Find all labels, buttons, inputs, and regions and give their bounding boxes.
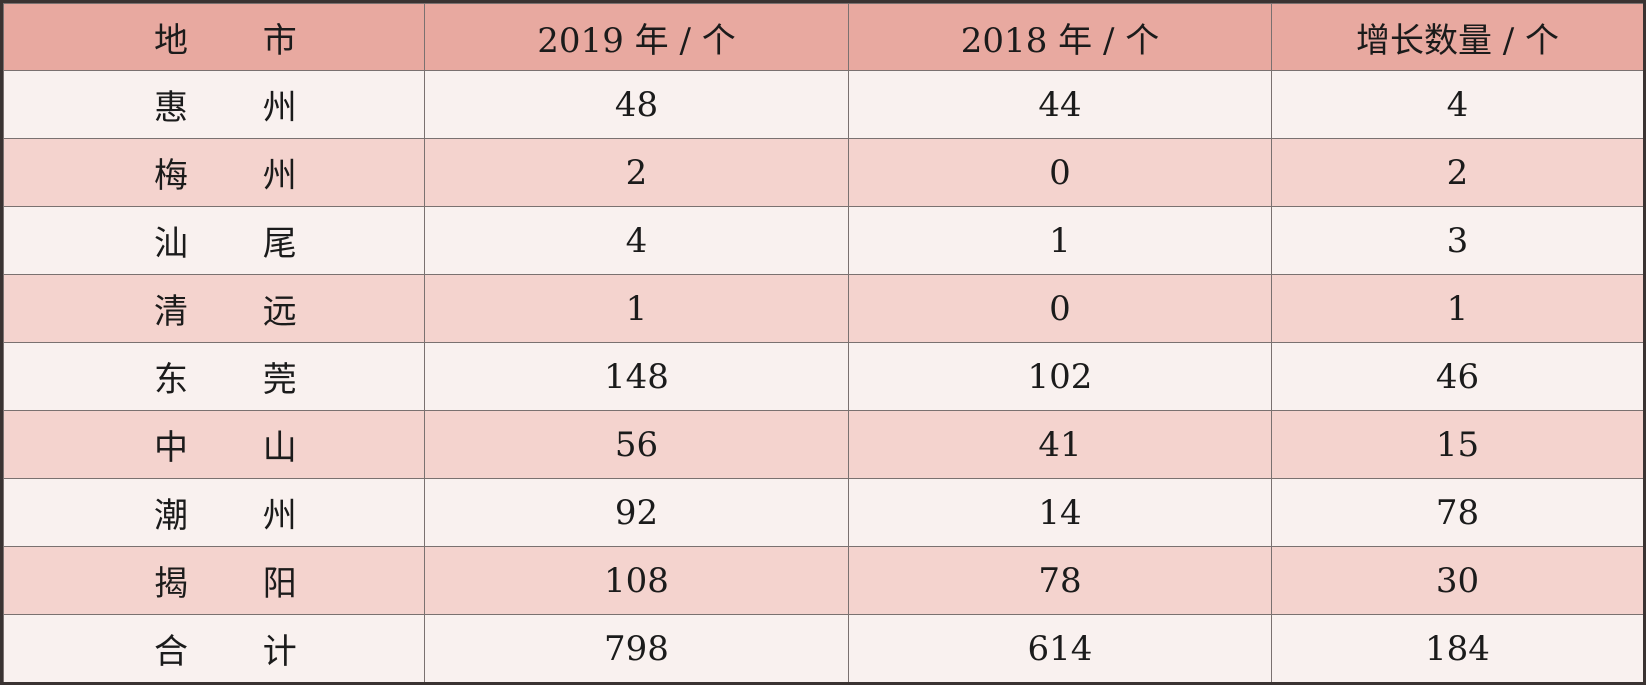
cell-growth: 30: [1271, 546, 1643, 615]
cell-city: 惠 州: [3, 70, 425, 139]
cell-2018: 0: [848, 138, 1272, 207]
cell-growth: 78: [1271, 478, 1643, 547]
cell-city: 清 远: [3, 274, 425, 343]
cell-2019: 92: [424, 478, 849, 547]
cell-2018: 102: [848, 342, 1272, 411]
cell-city: 汕 尾: [3, 206, 425, 275]
cell-2018: 78: [848, 546, 1272, 615]
cell-2018: 41: [848, 410, 1272, 479]
header-2019: 2019 年 / 个: [424, 3, 849, 71]
cell-total-label: 合 计: [3, 614, 425, 682]
cell-2018: 44: [848, 70, 1272, 139]
table-row: 揭 阳 108 78 30: [3, 546, 1643, 615]
cell-2018: 14: [848, 478, 1272, 547]
cell-city: 梅 州: [3, 138, 425, 207]
header-2018: 2018 年 / 个: [848, 3, 1272, 71]
cell-growth: 2: [1271, 138, 1643, 207]
cell-total-2018: 614: [848, 614, 1272, 682]
cell-2019: 48: [424, 70, 849, 139]
cell-city: 东 莞: [3, 342, 425, 411]
cell-2019: 148: [424, 342, 849, 411]
cell-2019: 4: [424, 206, 849, 275]
cell-growth: 1: [1271, 274, 1643, 343]
cell-2019: 108: [424, 546, 849, 615]
table-total-row: 合 计 798 614 184: [3, 614, 1643, 682]
table-row: 惠 州 48 44 4: [3, 70, 1643, 139]
city-growth-table: 地 市 2019 年 / 个 2018 年 / 个 增长数量 / 个 惠 州 4…: [3, 3, 1643, 682]
table-row: 东 莞 148 102 46: [3, 342, 1643, 411]
header-city: 地 市: [3, 3, 425, 71]
table-header-row: 地 市 2019 年 / 个 2018 年 / 个 增长数量 / 个: [3, 3, 1643, 71]
cell-2018: 1: [848, 206, 1272, 275]
cell-city: 揭 阳: [3, 546, 425, 615]
cell-2019: 1: [424, 274, 849, 343]
cell-total-growth: 184: [1271, 614, 1643, 682]
cell-city: 中 山: [3, 410, 425, 479]
table-row: 清 远 1 0 1: [3, 274, 1643, 343]
cell-2019: 2: [424, 138, 849, 207]
cell-growth: 3: [1271, 206, 1643, 275]
cell-growth: 15: [1271, 410, 1643, 479]
cell-total-2019: 798: [424, 614, 849, 682]
cell-2018: 0: [848, 274, 1272, 343]
table-row: 中 山 56 41 15: [3, 410, 1643, 479]
cell-city: 潮 州: [3, 478, 425, 547]
cell-2019: 56: [424, 410, 849, 479]
cell-growth: 46: [1271, 342, 1643, 411]
cell-growth: 4: [1271, 70, 1643, 139]
table-row: 汕 尾 4 1 3: [3, 206, 1643, 275]
header-growth: 增长数量 / 个: [1271, 3, 1643, 71]
table-row: 潮 州 92 14 78: [3, 478, 1643, 547]
table-row: 梅 州 2 0 2: [3, 138, 1643, 207]
